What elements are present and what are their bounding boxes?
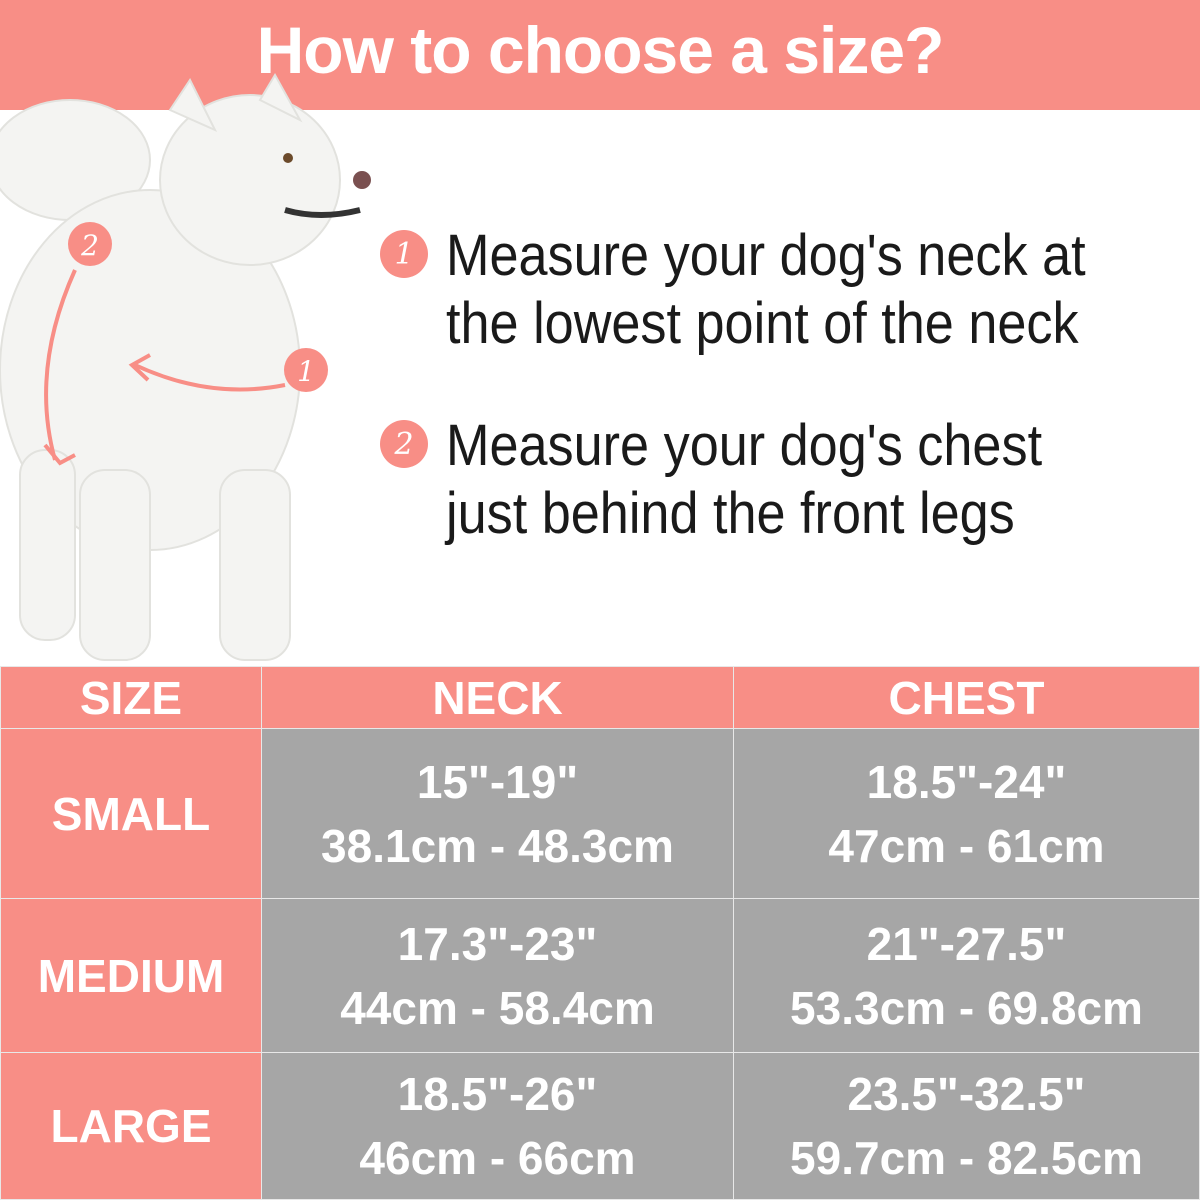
- neck-cell: 15"-19" 38.1cm - 48.3cm: [261, 728, 734, 899]
- neck-cell: 18.5"-26" 46cm - 66cm: [261, 1052, 734, 1200]
- step-2-badge: 2: [380, 420, 428, 468]
- step-2-text: Measure your dog's chest just behind the…: [446, 413, 1043, 546]
- size-label: SMALL: [0, 728, 262, 899]
- table-row: MEDIUM 17.3"-23" 44cm - 58.4cm 21"-27.5" 5…: [0, 898, 1200, 1053]
- size-label: LARGE: [0, 1052, 262, 1200]
- chest-cell: 23.5"-32.5" 59.7cm - 82.5cm: [733, 1052, 1200, 1200]
- table-row: SMALL 15"-19" 38.1cm - 48.3cm 18.5"-24" 47…: [0, 728, 1200, 899]
- neck-cell: 17.3"-23" 44cm - 58.4cm: [261, 898, 734, 1053]
- measure-arrow-chest: [43, 269, 77, 466]
- page-title: How to choose a size?: [256, 13, 945, 87]
- diagram-label-2: 2: [80, 229, 99, 262]
- size-table: SIZE NECK CHEST SMALL 15"-19" 38.1cm - 48…: [0, 666, 1200, 1200]
- dog-photo: 2 1: [0, 73, 371, 661]
- step-1-text: Measure your dog's neck at the lowest po…: [446, 223, 1086, 356]
- header-chest: CHEST: [733, 666, 1200, 729]
- table-row: LARGE 18.5"-26" 46cm - 66cm 23.5"-32.5" 59…: [0, 1052, 1200, 1200]
- title-banner: [0, 0, 1200, 110]
- size-label: MEDIUM: [0, 898, 262, 1053]
- step-2: 2 Measure your dog's chest just behind t…: [380, 412, 1200, 548]
- measure-arrow-neck: [128, 353, 286, 392]
- chest-cell: 21"-27.5" 53.3cm - 69.8cm: [733, 898, 1200, 1053]
- header-size: SIZE: [0, 666, 262, 729]
- header-neck: NECK: [261, 666, 734, 729]
- step-1-badge: 1: [380, 230, 428, 278]
- diagram-label-1: 1: [297, 355, 315, 388]
- chest-cell: 18.5"-24" 47cm - 61cm: [733, 728, 1200, 899]
- step-1: 1 Measure your dog's neck at the lowest …: [380, 222, 1200, 358]
- table-header: SIZE NECK CHEST: [0, 666, 1200, 729]
